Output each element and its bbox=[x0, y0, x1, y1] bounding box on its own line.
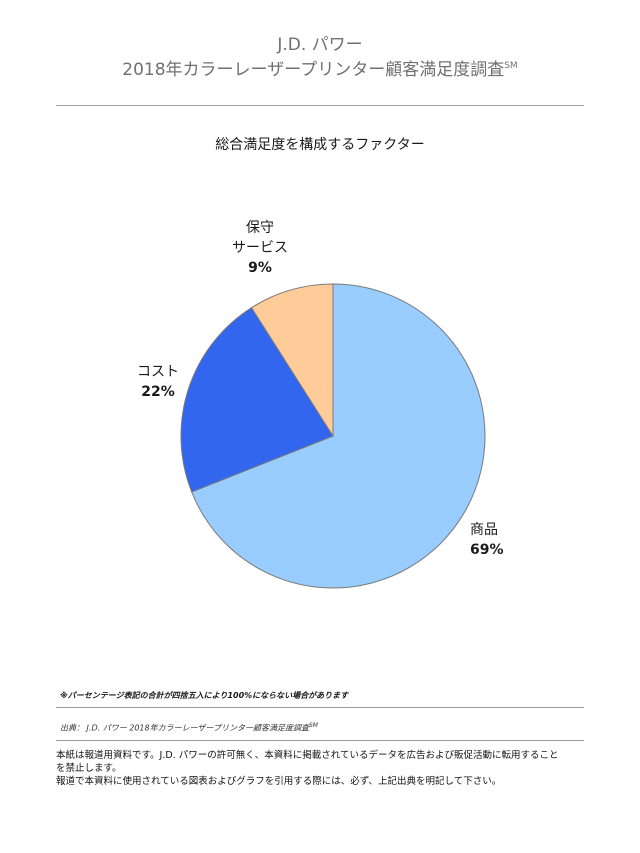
header-title-company: J.D. パワー bbox=[277, 35, 363, 55]
slice-label-product-pct: 69% bbox=[470, 542, 504, 558]
header-divider bbox=[56, 105, 584, 106]
slice-label-product-text: 商品 bbox=[470, 522, 498, 538]
footer-divider-top bbox=[56, 707, 584, 708]
pie-slice-cost bbox=[180, 306, 334, 493]
slice-label-maintenance-pct: 9% bbox=[248, 260, 272, 276]
pie-slice-product bbox=[191, 283, 486, 589]
footer-divider-bottom bbox=[56, 740, 584, 741]
slice-label-maintenance-text-2: サービス bbox=[232, 240, 288, 256]
slice-label-cost-text: コスト bbox=[137, 364, 179, 380]
slice-label-cost: コスト 22% bbox=[128, 362, 188, 402]
slice-label-cost-pct: 22% bbox=[141, 384, 175, 400]
pie-slice-maintenance bbox=[250, 283, 334, 438]
service-mark: SM bbox=[504, 61, 518, 71]
source-service-mark: SM bbox=[308, 722, 318, 729]
source-text: 出典： J.D. パワー 2018年カラーレーザープリンター顧客満足度調査 bbox=[60, 723, 309, 733]
disclaimer-line-1: 本紙は報道用資料です。J.D. パワーの許可無く、本資料に掲載されているデータを… bbox=[56, 750, 559, 761]
disclaimer: 本紙は報道用資料です。J.D. パワーの許可無く、本資料に掲載されているデータを… bbox=[56, 749, 596, 788]
header-title-survey: 2018年カラーレーザープリンター顧客満足度調査SM bbox=[0, 55, 640, 80]
disclaimer-line-3: 報道で本資料に使用されている図表およびグラフを引用する際には、必ず、上記出典を明… bbox=[56, 776, 502, 787]
slice-label-maintenance: 保守 サービス 9% bbox=[210, 218, 310, 278]
disclaimer-line-2: を禁止します。 bbox=[56, 763, 122, 774]
chart-title: 総合満足度を構成するファクター bbox=[215, 137, 425, 153]
rounding-note: ※パーセンテージ表記の合計が四捨五入により100%にならない場合があります bbox=[60, 691, 349, 700]
slice-label-product: 商品 69% bbox=[470, 520, 504, 560]
slice-label-maintenance-text-1: 保守 bbox=[246, 220, 274, 236]
survey-name: 2018年カラーレーザープリンター顧客満足度調査 bbox=[122, 60, 505, 80]
source-citation: 出典： J.D. パワー 2018年カラーレーザープリンター顧客満足度調査SM bbox=[60, 722, 318, 734]
